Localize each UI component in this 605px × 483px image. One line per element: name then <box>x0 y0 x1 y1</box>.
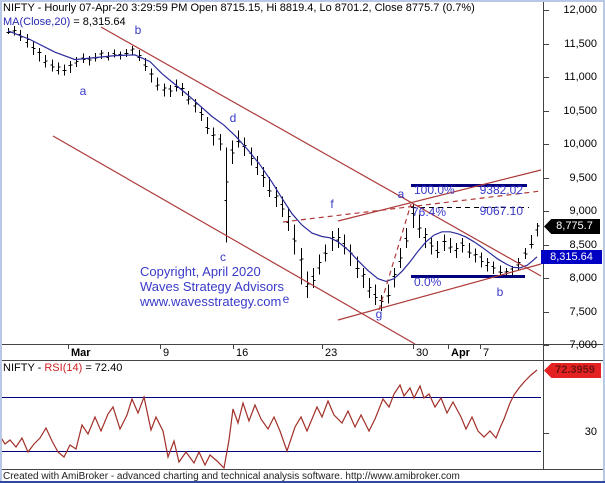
chart-title: NIFTY - Hourly 07-Apr-20 3:29:59 PM Open… <box>3 2 475 14</box>
ma-value-badge: 8,315.64 <box>541 250 602 264</box>
price-axis-label: 8,000 <box>569 271 597 284</box>
time-axis-label: 23 <box>325 347 338 359</box>
rsi-value-badge: 72.3959 <box>544 363 601 378</box>
trendline <box>337 169 542 222</box>
trendline <box>100 26 542 277</box>
elliott-wave-label: b <box>134 23 142 37</box>
time-axis-label: 9 <box>163 347 170 359</box>
time-axis-label: Mar <box>71 347 91 359</box>
elliott-wave-label: f <box>330 197 334 211</box>
dashed-trendline <box>282 190 542 223</box>
rsi-indicator-name: RSI(14) <box>44 362 83 374</box>
price-axis-label: 9,500 <box>569 171 597 184</box>
ma-name: MA(Close,20) <box>3 16 71 28</box>
price-axis-label: 10,500 <box>563 104 597 117</box>
price-axis-label: 12,000 <box>563 3 597 16</box>
footer-credit: Created with AmiBroker - advanced charti… <box>3 471 460 482</box>
ma-indicator-label: MA(Close,20) = 8,315.64 <box>3 16 126 28</box>
time-axis-label: 30 <box>416 347 429 359</box>
price-axis-label: 9,000 <box>569 204 597 217</box>
rsi-axis-label: 30 <box>584 426 597 438</box>
price-bars <box>6 26 540 311</box>
fibonacci-label: 100.0% <box>414 183 455 197</box>
ma-value: = 8,315.64 <box>70 16 126 28</box>
copyright-line-2: Waves Strategy Advisors <box>140 279 285 294</box>
elliott-wave-label: a <box>397 187 405 201</box>
price-axis-label: 10,000 <box>563 137 597 150</box>
rsi-line <box>0 369 538 470</box>
price-axis-label: 7,500 <box>569 305 597 318</box>
price-axis-label: 7,000 <box>569 338 597 351</box>
rsi-indicator-value: = 72.40 <box>82 362 123 374</box>
copyright-watermark: Copyright, April 2020 Waves Strategy Adv… <box>140 264 284 309</box>
elliott-wave-label: d <box>229 111 237 125</box>
elliott-wave-label: c <box>220 250 226 264</box>
fibonacci-label: 0.0% <box>414 275 442 289</box>
elliott-wave-label: a <box>79 84 87 98</box>
ma20-line <box>7 30 538 283</box>
elliott-wave-label: g <box>375 307 383 321</box>
elliott-wave-label: e <box>282 292 290 306</box>
trendline <box>337 263 542 321</box>
time-axis-label: 7 <box>483 347 490 359</box>
fibonacci-label: 9067.10 <box>479 204 523 218</box>
time-axis-label: Apr <box>451 347 470 359</box>
trendline <box>52 135 416 345</box>
price-axis-label: 11,000 <box>564 70 597 83</box>
copyright-line-3: www.wavesstrategy.com <box>140 294 282 309</box>
last-price-badge: 8,775.7 <box>544 219 600 234</box>
copyright-line-1: Copyright, April 2020 <box>140 264 261 279</box>
fibonacci-label: 9382.02 <box>479 183 523 197</box>
time-axis-label: 16 <box>236 347 249 359</box>
fibonacci-label: 76.4% <box>412 205 447 219</box>
dashed-trendline <box>378 203 412 311</box>
price-axis-label: 8,500 <box>569 238 597 251</box>
rsi-panel-title: NIFTY - RSI(14) = 72.40 <box>3 362 122 374</box>
elliott-wave-label: b <box>496 285 504 299</box>
rsi-symbol: NIFTY - <box>3 362 45 374</box>
price-axis-label: 11,500 <box>564 37 597 50</box>
